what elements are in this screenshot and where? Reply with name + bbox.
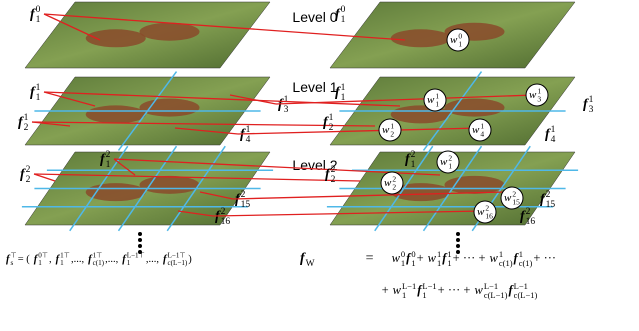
math-superscript: 2: [546, 190, 551, 200]
math-subscript: 4: [246, 135, 251, 145]
math-subscript: 15: [512, 197, 520, 206]
math-symbol: + ··· +: [453, 251, 486, 265]
math-symbol: w: [474, 283, 483, 297]
math-symbol: w: [529, 89, 537, 101]
math-subscript: 4: [551, 135, 556, 145]
math-subscript: 1: [341, 15, 346, 25]
math-subscript: 1: [447, 258, 451, 268]
math-subscript: 16: [221, 217, 231, 227]
math-subscript: 1: [106, 160, 111, 170]
math-subscript: 16: [526, 217, 536, 227]
math-superscript: 1: [24, 113, 29, 123]
math-subscript: s: [11, 259, 14, 267]
math-symbol: +: [417, 251, 424, 265]
math-subscript: 3: [284, 105, 289, 115]
math-superscript: 2: [106, 150, 111, 160]
math-symbol: = (: [18, 254, 31, 265]
math-superscript: 2: [26, 165, 31, 175]
math-subscript: 2: [392, 182, 396, 191]
math-symbol: ,...,: [105, 254, 118, 265]
math-subscript: 1: [127, 259, 131, 267]
math-subscript: 1: [458, 39, 462, 48]
math-superscript: 1: [589, 95, 594, 105]
math-superscript: 0: [341, 5, 346, 15]
math-subscript: 15: [241, 200, 251, 210]
figure: Level 0 Level 1 Level 2 f01f11f12f13f14f…: [0, 0, 639, 331]
math-symbol: =: [366, 251, 374, 266]
horse: [445, 176, 505, 194]
math-superscript: 1: [341, 83, 346, 93]
math-subscript: 1: [36, 93, 41, 103]
math-subscript: c(L−1): [167, 259, 187, 267]
math-symbol: w: [490, 251, 499, 265]
math-subscript: c(1): [519, 258, 533, 268]
math-subscript: 2: [331, 175, 336, 185]
math-subscript: 1: [422, 290, 426, 300]
math-subscript: 1: [411, 160, 416, 170]
math-symbol: w: [427, 94, 435, 106]
math-symbol: w: [392, 251, 401, 265]
math-symbol: w: [472, 124, 480, 136]
math-symbol: w: [450, 34, 458, 46]
math-symbol: + ···: [533, 251, 556, 265]
horse: [86, 29, 146, 47]
math-symbol: ,...,: [146, 254, 159, 265]
math-superscript: 0: [36, 5, 41, 15]
math-subscript: 3: [589, 105, 594, 115]
math-subscript: 1: [36, 15, 41, 25]
math-subscript: 1: [402, 290, 406, 300]
level-label: Level 1: [292, 79, 337, 95]
math-subscript: W: [306, 259, 315, 269]
math-symbol: w: [504, 192, 512, 204]
math-symbol: ,: [49, 254, 52, 265]
level-label: Level 0: [292, 9, 337, 25]
horse: [140, 23, 200, 41]
horse: [445, 99, 505, 117]
math-subscript: 1: [60, 259, 64, 267]
math-symbol: w: [440, 156, 448, 168]
math-symbol: w: [393, 283, 402, 297]
math-subscript: c(1): [93, 259, 105, 267]
math-superscript: 1: [36, 83, 41, 93]
math-subscript: 2: [390, 129, 394, 138]
math-symbol: +: [382, 283, 389, 297]
horse: [140, 99, 200, 117]
horse: [140, 176, 200, 194]
math-superscript: 1: [551, 125, 556, 135]
math-subscript: 1: [411, 258, 415, 268]
math-subscript: 1: [401, 258, 405, 268]
horse: [86, 183, 146, 201]
math-subscript: 15: [546, 200, 556, 210]
horse: [86, 105, 146, 123]
math-symbol: ): [188, 254, 192, 265]
math-subscript: 16: [485, 211, 493, 220]
math-subscript: 1: [437, 258, 441, 268]
math-subscript: 1: [38, 259, 42, 267]
math-superscript: 2: [411, 150, 416, 160]
math-subscript: 2: [24, 123, 29, 133]
math-symbol: w: [477, 206, 485, 218]
horse: [391, 29, 451, 47]
math-subscript: 4: [480, 129, 484, 138]
math-subscript: c(L−1): [484, 290, 508, 300]
pointer-line: [34, 174, 55, 181]
math-subscript: c(1): [499, 258, 513, 268]
math-symbol: + ··· +: [438, 283, 471, 297]
math-subscript: 2: [26, 175, 31, 185]
math-subscript: 1: [435, 99, 439, 108]
math-subscript: 1: [448, 161, 452, 170]
math-symbol: w: [384, 177, 392, 189]
math-subscript: 3: [537, 94, 541, 103]
math-superscript: 2: [526, 207, 531, 217]
math-superscript: 1: [329, 113, 334, 123]
math-superscript: 2: [331, 165, 336, 175]
math-subscript: c(L−1): [514, 290, 538, 300]
math-symbol: w: [382, 124, 390, 136]
math-symbol: ,...,: [71, 254, 84, 265]
math-symbol: w: [428, 251, 437, 265]
